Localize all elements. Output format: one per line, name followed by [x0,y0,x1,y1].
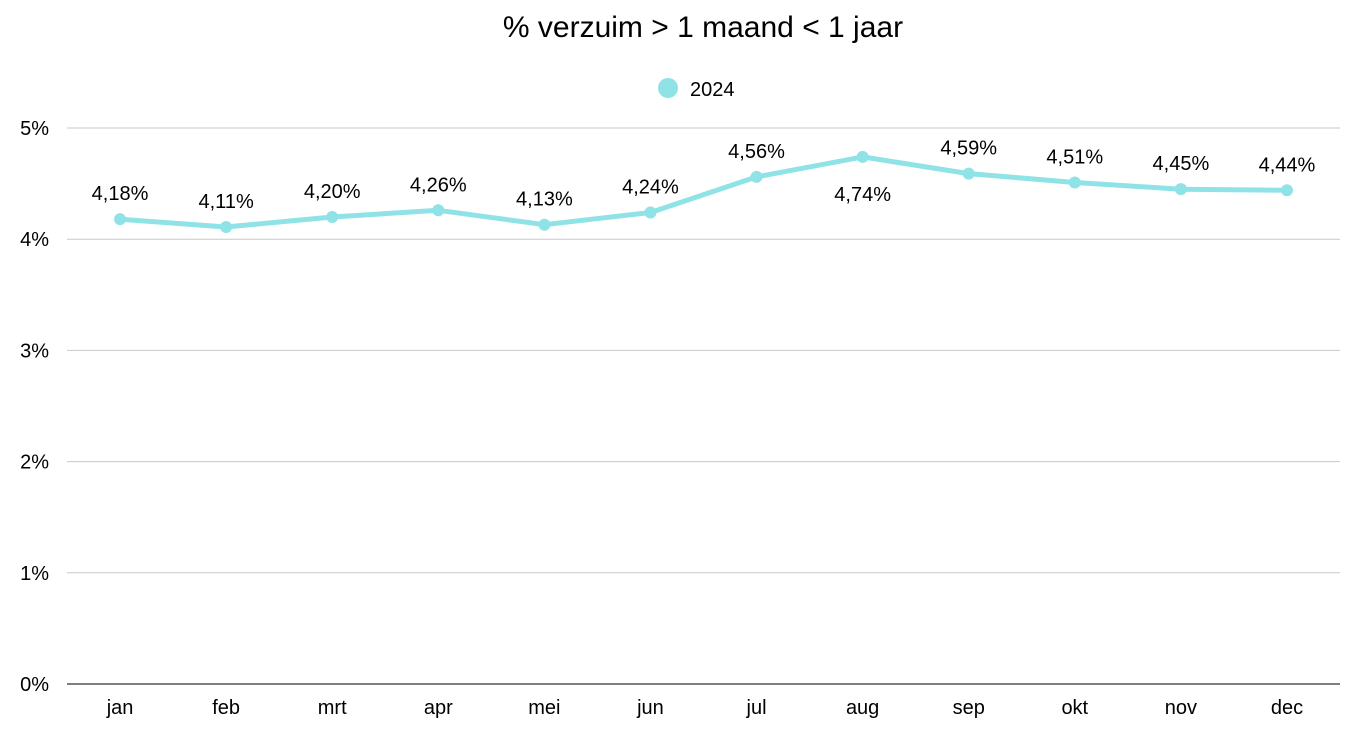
x-tick-label: sep [953,697,985,719]
x-tick-label: jul [746,697,767,719]
x-tick-label: mrt [318,697,347,719]
data-label: 4,20% [304,181,361,203]
data-point [750,170,763,183]
data-labels: 4,18% 4,11% 4,20% 4,26% 4,13% 4,24% 4,56% 4,74%… [92,138,1316,213]
data-point [432,204,445,217]
y-tick-label: 5% [20,118,49,140]
data-label: 4,45% [1153,153,1210,175]
data-label: 4,26% [410,174,467,196]
x-tick-label: jun [636,697,664,719]
data-point [326,210,339,223]
x-tick-label: okt [1061,697,1088,719]
data-point [644,206,657,219]
data-label: 4,24% [622,177,679,199]
y-tick-label: 0% [20,674,49,696]
data-point [1174,183,1187,196]
y-tick-label: 1% [20,563,49,585]
y-axis-ticks: 0% 1% 2% 3% 4% 5% [20,118,49,696]
y-tick-label: 3% [20,340,49,362]
x-tick-label: jan [106,697,134,719]
x-tick-label: feb [212,697,240,719]
data-label: 4,18% [92,183,149,205]
data-point [114,213,127,226]
y-tick-label: 2% [20,452,49,474]
data-label: 4,56% [728,141,785,163]
y-tick-label: 4% [20,229,49,251]
data-label: 4,11% [199,191,254,213]
chart-title: % verzuim > 1 maand < 1 jaar [503,11,903,44]
data-label: 4,13% [516,189,573,211]
data-label: 4,74% [834,184,891,206]
x-tick-label: apr [424,697,453,719]
data-point [220,220,233,233]
legend-marker [658,78,678,98]
data-label: 4,44% [1259,154,1316,176]
series-line [117,154,1290,230]
gridlines [67,127,1340,685]
data-point [538,218,551,231]
data-label: 4,51% [1046,146,1103,168]
x-tick-label: aug [846,697,879,719]
series-2024 [114,150,1293,233]
x-tick-label: dec [1271,697,1303,719]
data-point [1068,176,1081,189]
x-tick-label: mei [528,697,560,719]
legend: 2024 [658,78,735,101]
legend-label: 2024 [690,79,735,101]
x-tick-label: nov [1165,697,1197,719]
data-point [1280,184,1293,197]
x-axis-ticks: jan feb mrt apr mei jun jul aug sep okt nov dec [106,697,1303,719]
data-label: 4,59% [940,138,997,160]
data-point [856,150,869,163]
data-point [962,167,975,180]
